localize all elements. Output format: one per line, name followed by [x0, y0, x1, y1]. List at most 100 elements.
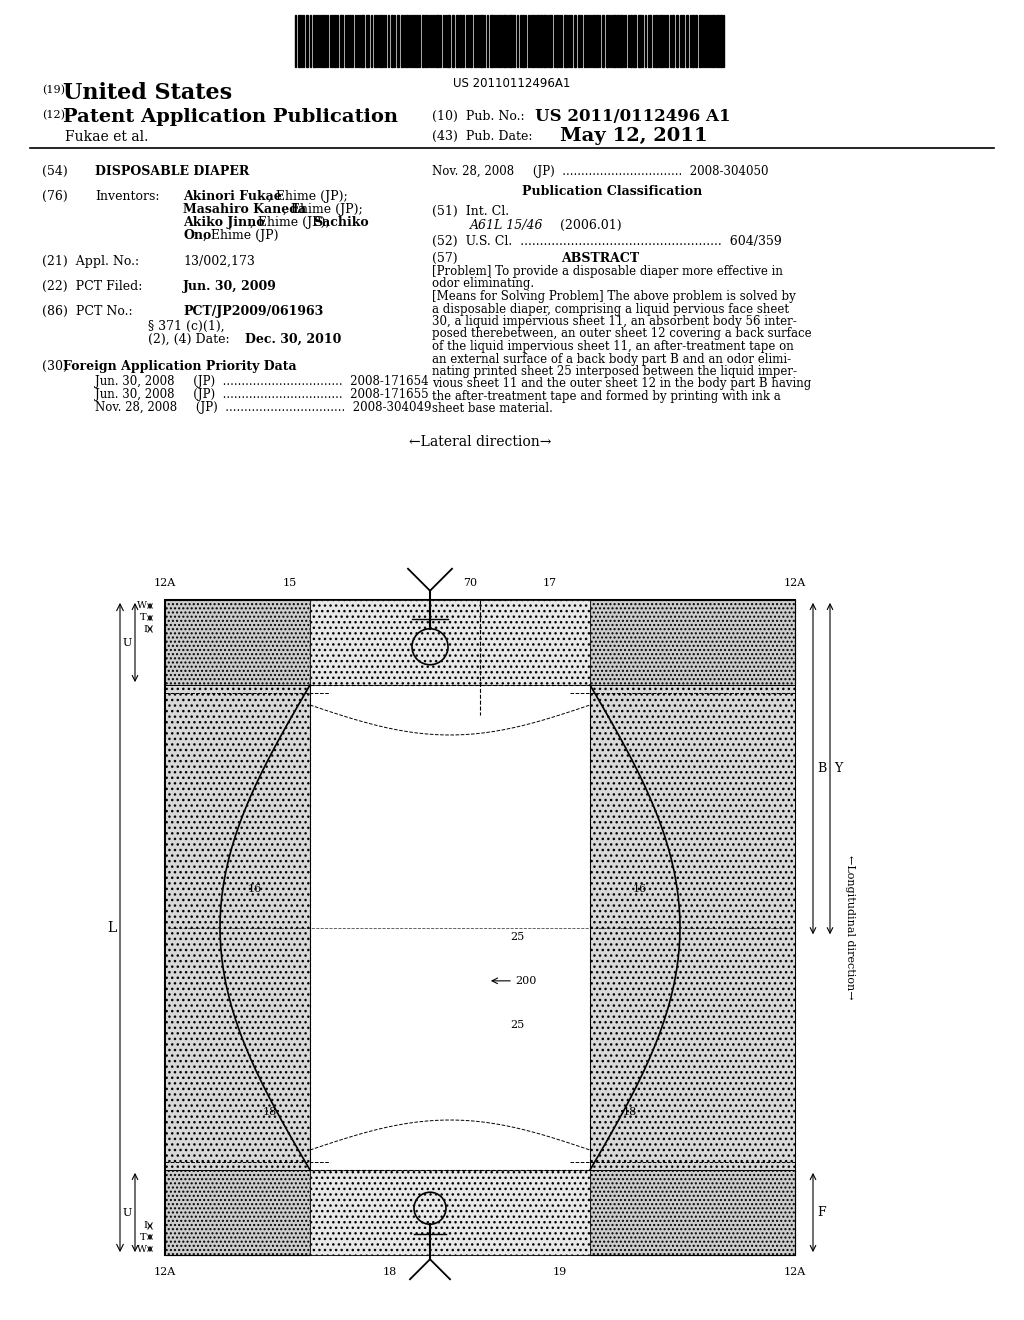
Text: (52)  U.S. Cl.  ....................................................  604/359: (52) U.S. Cl. ..........................…	[432, 235, 781, 248]
Text: 25: 25	[510, 1019, 524, 1030]
Bar	[648, 15, 651, 67]
Text: ←Longitudinal direction→: ←Longitudinal direction→	[845, 855, 855, 999]
Bar	[564, 15, 567, 67]
Bar	[602, 15, 604, 67]
Text: [Means for Solving Problem] The above problem is solved by: [Means for Solving Problem] The above pr…	[432, 290, 796, 304]
Bar	[630, 15, 632, 67]
Text: Patent Application Publication: Patent Application Publication	[63, 108, 398, 125]
Text: 16: 16	[248, 883, 262, 894]
Text: DISPOSABLE DIAPER: DISPOSABLE DIAPER	[95, 165, 249, 178]
Text: US 2011/0112496 A1: US 2011/0112496 A1	[535, 108, 730, 125]
Bar	[509, 15, 512, 67]
Bar	[380, 15, 382, 67]
Text: , Ehime (JP);: , Ehime (JP);	[268, 190, 348, 203]
Bar	[456, 15, 458, 67]
Text: vious sheet 11 and the outer sheet 12 in the body part B having: vious sheet 11 and the outer sheet 12 in…	[432, 378, 811, 391]
Bar	[459, 15, 461, 67]
Text: (2), (4) Date:: (2), (4) Date:	[148, 333, 229, 346]
Text: PCT/JP2009/061963: PCT/JP2009/061963	[183, 305, 324, 318]
Bar	[590, 601, 795, 685]
Text: a disposable diaper, comprising a liquid pervious face sheet: a disposable diaper, comprising a liquid…	[432, 302, 790, 315]
Text: Jun. 30, 2009: Jun. 30, 2009	[183, 280, 276, 293]
Bar	[695, 15, 697, 67]
Text: [Problem] To provide a disposable diaper more effective in: [Problem] To provide a disposable diaper…	[432, 265, 783, 279]
Bar	[549, 15, 552, 67]
Bar	[436, 15, 439, 67]
Bar	[470, 15, 472, 67]
Text: nating printed sheet 25 interposed between the liquid imper-: nating printed sheet 25 interposed betwe…	[432, 366, 797, 378]
Text: of the liquid impervious sheet 11, an after-treatment tape on: of the liquid impervious sheet 11, an af…	[432, 341, 794, 352]
Bar	[570, 15, 572, 67]
Bar	[556, 15, 558, 67]
Text: (51)  Int. Cl.: (51) Int. Cl.	[432, 205, 509, 218]
Bar	[413, 15, 415, 67]
Bar	[462, 15, 464, 67]
Text: 12A: 12A	[784, 1267, 806, 1276]
Text: posed therebetween, an outer sheet 12 covering a back surface: posed therebetween, an outer sheet 12 co…	[432, 327, 812, 341]
Text: ←Lateral direction→: ←Lateral direction→	[409, 436, 551, 449]
Text: Jun. 30, 2008     (JP)  ................................  2008-171655: Jun. 30, 2008 (JP) .....................…	[95, 388, 429, 401]
Bar	[543, 15, 546, 67]
Bar	[686, 15, 688, 67]
Text: 16: 16	[633, 883, 647, 894]
Text: 17: 17	[543, 578, 557, 587]
Bar	[313, 15, 315, 67]
Text: Sachiko: Sachiko	[313, 216, 369, 228]
Bar	[334, 15, 336, 67]
Text: an external surface of a back body part B and an odor elimi-: an external surface of a back body part …	[432, 352, 792, 366]
Text: (19): (19)	[42, 84, 65, 95]
Bar	[347, 15, 349, 67]
Text: United States: United States	[63, 82, 232, 104]
Text: (57): (57)	[432, 252, 458, 265]
Text: (43)  Pub. Date:: (43) Pub. Date:	[432, 129, 532, 143]
Text: 13/002,173: 13/002,173	[183, 255, 255, 268]
Text: Y: Y	[834, 762, 843, 775]
Text: I: I	[143, 624, 147, 634]
Bar	[452, 15, 454, 67]
Bar	[306, 15, 308, 67]
Bar	[165, 601, 795, 1255]
Bar	[522, 15, 524, 67]
Text: I: I	[143, 1221, 147, 1230]
Text: Nov. 28, 2008     (JP)  ................................  2008-304049: Nov. 28, 2008 (JP) .....................…	[95, 401, 431, 414]
Bar	[712, 15, 714, 67]
Bar	[397, 15, 399, 67]
Text: Inventors:: Inventors:	[95, 190, 160, 203]
Bar	[620, 15, 622, 67]
Bar	[590, 1170, 795, 1255]
Text: T: T	[140, 614, 147, 623]
Bar	[503, 15, 506, 67]
Text: 12A: 12A	[154, 1267, 176, 1276]
Text: Akinori Fukae: Akinori Fukae	[183, 190, 282, 203]
Text: 18: 18	[623, 1106, 637, 1117]
Text: , Ehime (JP);: , Ehime (JP);	[250, 216, 334, 228]
Bar	[666, 15, 668, 67]
Text: F: F	[817, 1206, 825, 1218]
Bar	[699, 15, 701, 67]
Text: sheet base material.: sheet base material.	[432, 403, 553, 416]
Text: (54): (54)	[42, 165, 68, 178]
Bar	[596, 15, 598, 67]
Bar	[590, 685, 795, 1170]
Bar	[513, 15, 515, 67]
Text: W: W	[137, 1245, 147, 1254]
Bar	[574, 15, 575, 67]
Bar	[447, 15, 450, 67]
Text: Publication Classification: Publication Classification	[522, 185, 702, 198]
Text: Akiko Jinno: Akiko Jinno	[183, 216, 264, 228]
Text: Foreign Application Priority Data: Foreign Application Priority Data	[63, 360, 297, 374]
Text: 19: 19	[553, 1267, 567, 1276]
Text: 18: 18	[383, 1267, 397, 1276]
Text: Fukae et al.: Fukae et al.	[65, 129, 148, 144]
Bar	[401, 15, 403, 67]
Text: (22)  PCT Filed:: (22) PCT Filed:	[42, 280, 142, 293]
Text: Dec. 30, 2010: Dec. 30, 2010	[245, 333, 341, 346]
Text: , Ehime (JP): , Ehime (JP)	[203, 228, 279, 242]
Text: 18: 18	[263, 1106, 278, 1117]
Bar	[165, 1170, 310, 1255]
Text: (21)  Appl. No.:: (21) Appl. No.:	[42, 255, 139, 268]
Bar	[165, 685, 310, 1170]
Bar	[676, 15, 678, 67]
Text: Nov. 28, 2008     (JP)  ................................  2008-304050: Nov. 28, 2008 (JP) .....................…	[432, 165, 768, 178]
Text: Jun. 30, 2008     (JP)  ................................  2008-171654: Jun. 30, 2008 (JP) .....................…	[95, 375, 429, 388]
